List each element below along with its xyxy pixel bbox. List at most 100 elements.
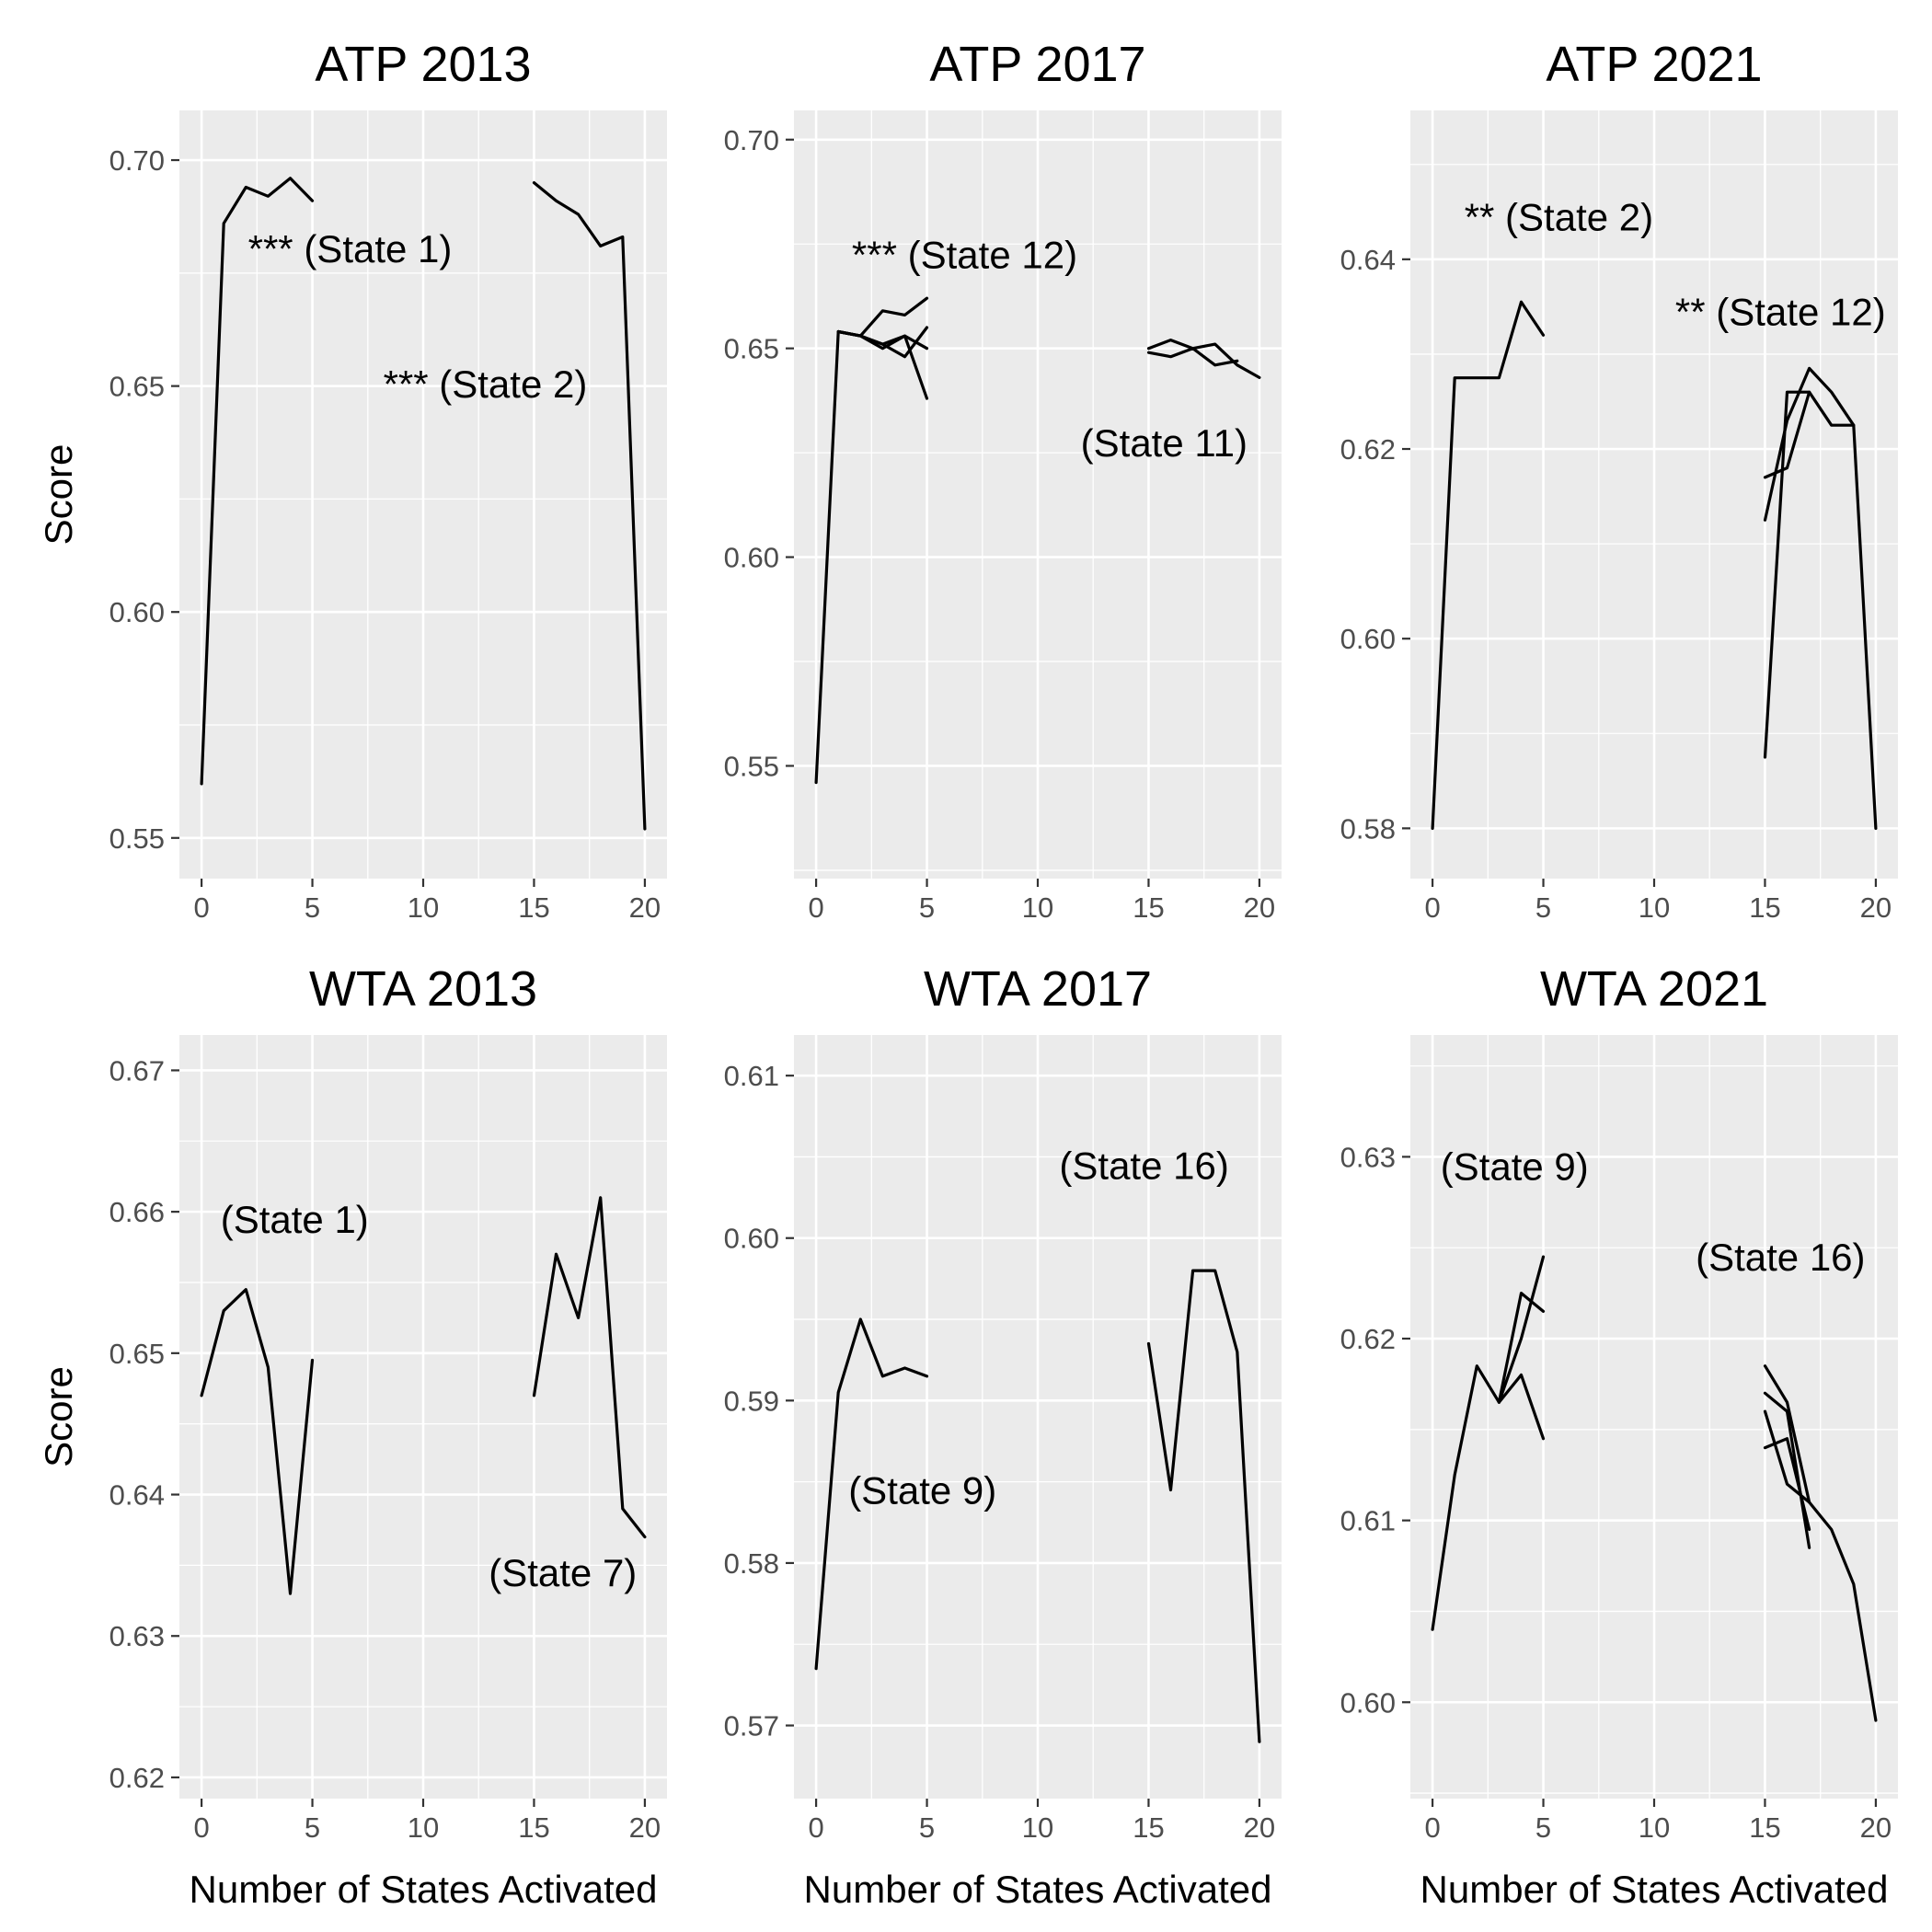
x-tick-label: 5 [919,891,935,924]
y-tick-label: 0.62 [1340,433,1396,466]
annotation-label: *** (State 12) [852,234,1077,277]
y-tick-label: 0.70 [109,144,165,177]
series-line [200,1288,315,1595]
x-tick-label: 5 [919,1811,935,1844]
x-tick-label: 15 [1133,1811,1164,1844]
y-tick-label: 0.62 [109,1762,165,1794]
series-line [1431,300,1546,831]
x-tick-label: 0 [1424,1811,1440,1844]
series-line [1763,390,1811,479]
x-tick-label: 5 [305,891,320,924]
series-line [1497,1291,1546,1404]
x-tick-label: 20 [1860,1811,1892,1844]
y-tick-label: 0.59 [724,1385,779,1417]
series-line [1763,366,1856,522]
panel-1: 0 5 10 15 20 0.55 0.60 0.65 0.70 *** (State 1) ***… [37,37,667,924]
y-tick-label: 0.60 [724,1223,779,1255]
y-tick-label: 0.60 [1340,1686,1396,1719]
x-tick-label: 15 [1749,891,1780,924]
panel-title: ATP 2013 [315,37,531,92]
x-tick-label: 0 [193,1811,209,1844]
x-tick-label: 20 [629,1811,661,1844]
y-axis-title: Score [37,1366,80,1467]
x-tick-label: 10 [408,891,439,924]
x-tick-label: 15 [1749,1811,1780,1844]
series-line [814,296,929,785]
y-tick-label: 0.66 [109,1196,165,1228]
y-axis-title: Score [37,444,80,546]
panel-5: 0 5 10 15 20 0.57 0.58 0.59 0.60 0.61 (State 9) (St… [724,961,1282,1911]
x-tick-label: 20 [1244,1811,1275,1844]
series-line [1146,1269,1261,1743]
x-tick-label: 0 [193,891,209,924]
panel-2: 0 5 10 15 20 0.55 0.60 0.65 0.70 *** (State 12) (S… [724,37,1282,924]
annotation-label: ** (State 12) [1675,291,1886,334]
x-tick-label: 20 [1244,891,1275,924]
x-tick-label: 0 [808,1811,823,1844]
series-line [200,177,315,786]
panel-title: WTA 2021 [1540,961,1768,1017]
x-tick-label: 10 [1639,891,1670,924]
x-tick-label: 5 [1535,891,1551,924]
x-tick-label: 5 [305,1811,320,1844]
annotation-label: *** (State 2) [384,362,588,406]
x-tick-label: 5 [1535,1811,1551,1844]
series-line [814,1317,929,1671]
x-tick-label: 15 [518,891,549,924]
x-axis-title: Number of States Activated [190,1868,658,1911]
x-tick-label: 20 [629,891,661,924]
y-tick-label: 0.60 [1340,623,1396,655]
x-tick-label: 15 [1133,891,1164,924]
y-tick-label: 0.61 [724,1060,779,1092]
panel-title: WTA 2017 [924,961,1152,1017]
panel-6: 0 5 10 15 20 0.60 0.61 0.62 0.63 (State 9) (State … [1340,961,1898,1911]
x-tick-label: 10 [1639,1811,1670,1844]
series-line [1763,1364,1878,1722]
y-tick-label: 0.63 [1340,1141,1396,1173]
y-tick-label: 0.65 [109,1338,165,1370]
series-line [1146,347,1239,367]
annotation-label: (State 9) [1441,1144,1589,1188]
x-tick-label: 15 [518,1811,549,1844]
x-tick-label: 0 [1424,891,1440,924]
y-tick-label: 0.70 [724,124,779,156]
series-line [532,1196,647,1539]
panel-title: ATP 2021 [1546,37,1762,92]
y-tick-label: 0.63 [109,1620,165,1652]
annotation-label: *** (State 1) [248,227,453,270]
annotation-label: (State 16) [1696,1236,1865,1279]
x-tick-label: 20 [1860,891,1892,924]
panel-title: WTA 2013 [309,961,537,1017]
y-tick-label: 0.57 [724,1710,779,1742]
y-tick-label: 0.65 [109,371,165,403]
panel-4: 0 5 10 15 20 0.62 0.63 0.64 0.65 0.66 0.67 (State 1… [37,961,667,1911]
y-tick-label: 0.58 [724,1547,779,1580]
y-tick-label: 0.55 [724,750,779,782]
series-line [836,329,929,400]
annotation-label: ** (State 2) [1465,195,1653,238]
panel-3: 0 5 10 15 20 0.58 0.60 0.62 0.64 ** (State 2) ** (… [1340,37,1898,924]
series-line [1763,1437,1811,1532]
series-line [1763,1409,1811,1504]
x-axis-title: Number of States Activated [804,1868,1272,1911]
series-line [1497,1373,1546,1441]
y-tick-label: 0.64 [1340,244,1396,276]
y-tick-label: 0.58 [1340,812,1396,845]
series-line [1763,390,1878,831]
annotation-label: (State 1) [221,1198,369,1241]
annotation-label: (State 16) [1059,1144,1228,1187]
y-tick-label: 0.55 [109,822,165,855]
annotation-label: (State 9) [848,1468,996,1512]
annotation-label: (State 7) [489,1551,637,1594]
y-tick-label: 0.65 [724,333,779,365]
y-tick-label: 0.60 [724,542,779,574]
y-tick-label: 0.64 [109,1479,165,1512]
y-tick-label: 0.62 [1340,1323,1396,1355]
x-tick-label: 10 [1022,891,1053,924]
x-axis-title: Number of States Activated [1420,1868,1889,1911]
series-line [1146,339,1261,379]
x-tick-label: 10 [1022,1811,1053,1844]
y-tick-label: 0.61 [1340,1505,1396,1537]
annotation-label: (State 11) [1081,421,1248,465]
